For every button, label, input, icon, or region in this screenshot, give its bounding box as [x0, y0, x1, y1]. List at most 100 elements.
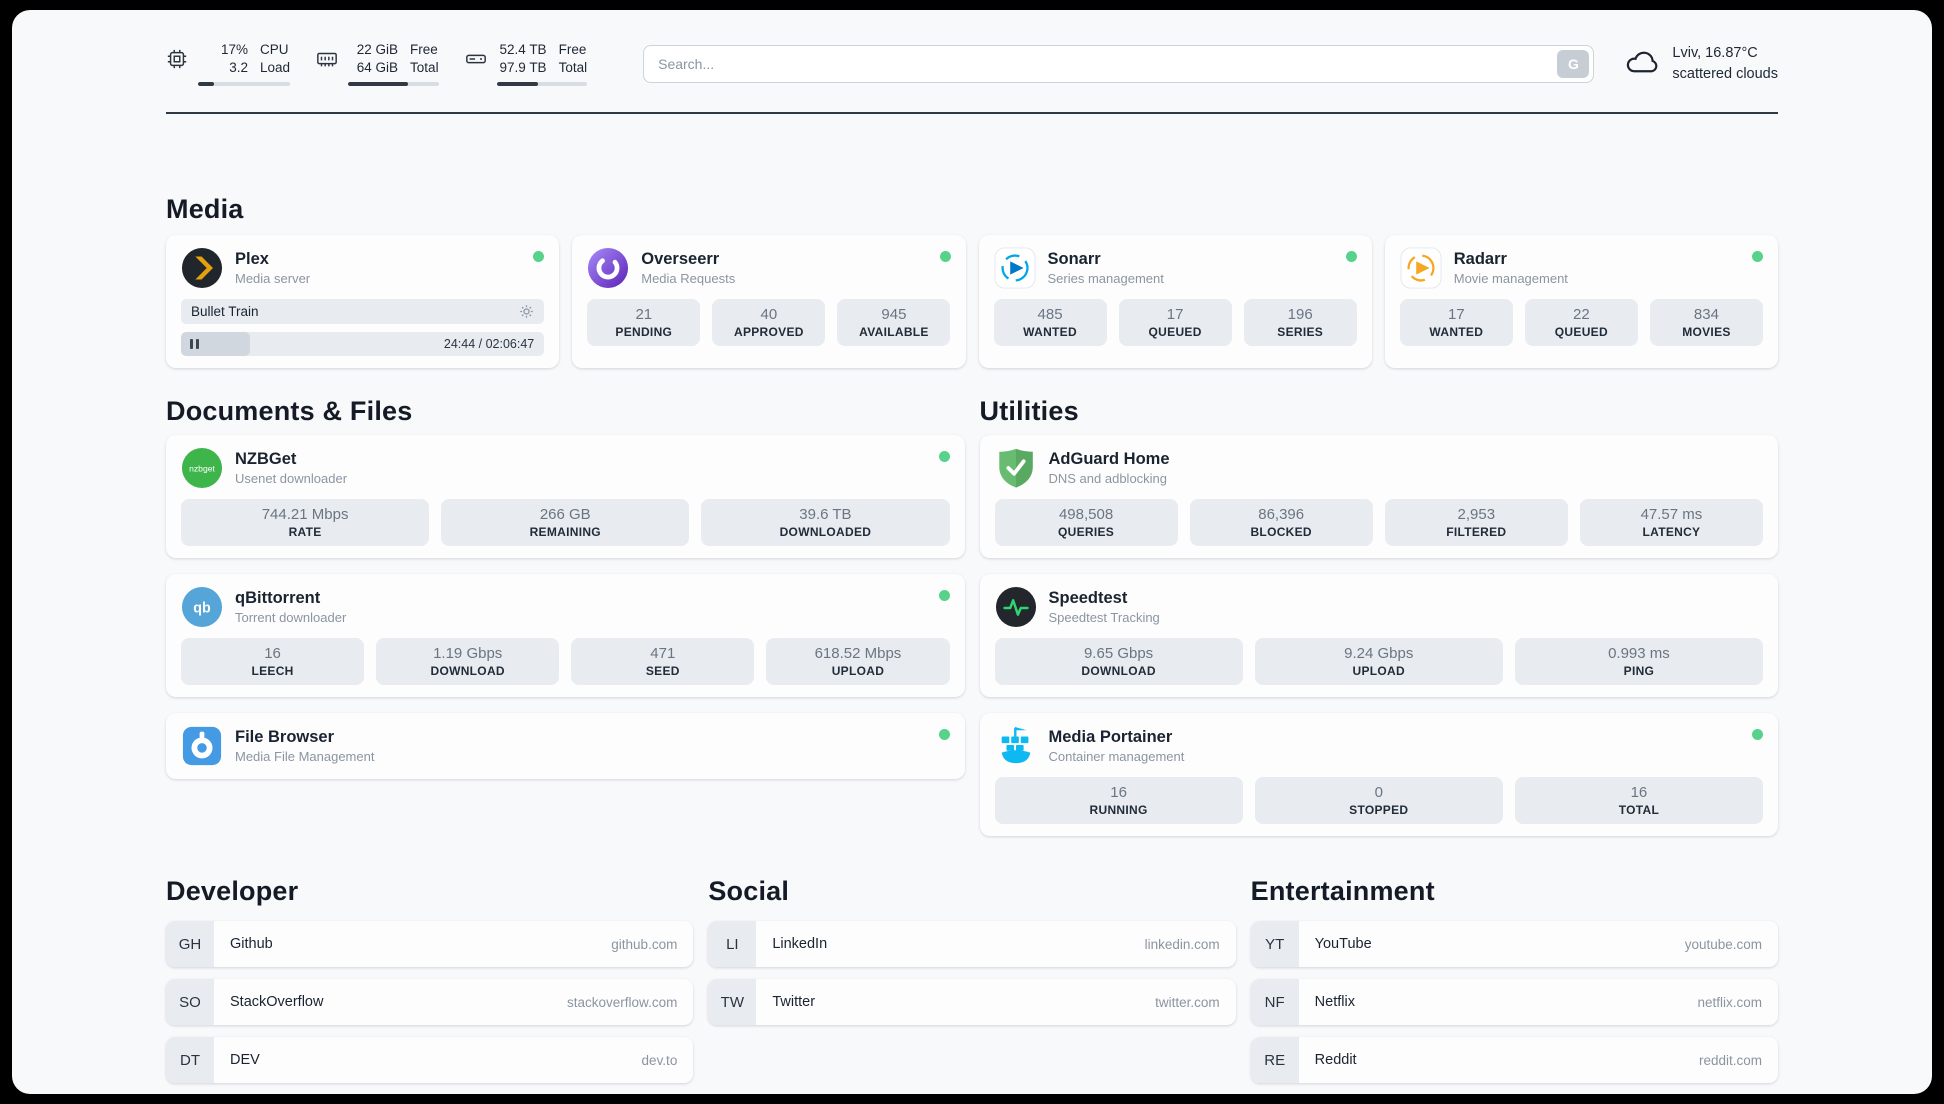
- stat-tile: 21 PENDING: [587, 299, 701, 347]
- app-card-qbittorrent[interactable]: qb qBittorrent Torrent downloader 16: [166, 574, 965, 698]
- bookmark-reddit[interactable]: RE Reddit reddit.com: [1250, 1037, 1778, 1084]
- dashboard-panel: 17% 3.2 CPU Load: [12, 10, 1932, 1094]
- stat-label: DOWNLOAD: [1081, 664, 1156, 679]
- bookmark-github[interactable]: GH Github github.com: [166, 921, 694, 968]
- stat-tile: 9.65 Gbps DOWNLOAD: [994, 638, 1243, 686]
- stat-tile: 266 GB REMAINING: [441, 499, 690, 547]
- app-card-nzbget[interactable]: nzbget NZBGet Usenet downloader 744.21 M…: [166, 435, 965, 559]
- stat-label: WANTED: [1023, 325, 1077, 340]
- app-subtitle: Usenet downloader: [235, 471, 348, 487]
- cpu-icon: [166, 48, 188, 75]
- bookmark-abbr: YT: [1250, 921, 1299, 968]
- sonarr-icon: [993, 247, 1036, 289]
- stat-label: DOWNLOAD: [430, 664, 505, 679]
- app-card-radarr[interactable]: Radarr Movie management 17 WANTED 22 QUE…: [1384, 235, 1778, 369]
- stat-label: PENDING: [615, 325, 673, 340]
- bookmark-url: github.com: [611, 936, 678, 952]
- stat-label: DOWNLOADED: [779, 525, 872, 540]
- app-name: File Browser: [235, 728, 335, 747]
- stat-label: LATENCY: [1642, 525, 1701, 540]
- stat-tile: 834 MOVIES: [1649, 299, 1763, 347]
- bookmark-stackoverflow[interactable]: SO StackOverflow stackoverflow.com: [166, 979, 694, 1026]
- stat-value: 86,396: [1258, 506, 1305, 524]
- now-playing-title: Bullet Train: [191, 304, 259, 320]
- stat-value: 2,953: [1457, 506, 1496, 524]
- cloud-icon: [1624, 46, 1662, 81]
- stat-tile: 40 APPROVED: [712, 299, 826, 347]
- app-card-overseerr[interactable]: Overseerr Media Requests 21 PENDING 40 A…: [572, 235, 966, 369]
- stat-tile: 0 STOPPED: [1254, 777, 1503, 825]
- app-name: Plex: [235, 250, 269, 269]
- section-title-utilities: Utilities: [979, 396, 1079, 427]
- bookmark-twitter[interactable]: TW Twitter twitter.com: [708, 979, 1236, 1026]
- top-bar: 17% 3.2 CPU Load: [166, 41, 1778, 87]
- speedtest-icon: [995, 586, 1037, 628]
- stat-tile: 485 WANTED: [993, 299, 1107, 347]
- player-time: 24:44 / 02:06:47: [443, 337, 535, 352]
- ram-label-top: Free: [410, 42, 438, 57]
- disk-label-bottom: Total: [558, 60, 588, 76]
- bookmark-name: Twitter: [772, 994, 816, 1011]
- plex-icon: [181, 247, 223, 289]
- gear-icon[interactable]: [519, 304, 534, 319]
- bookmark-abbr: SO: [166, 979, 214, 1026]
- bookmark-url: stackoverflow.com: [567, 994, 678, 1010]
- bookmark-abbr: LI: [708, 921, 757, 968]
- stat-tile: 9.24 Gbps UPLOAD: [1254, 638, 1503, 686]
- app-subtitle: DNS and adblocking: [1048, 471, 1168, 487]
- stat-label: TOTAL: [1618, 803, 1660, 818]
- bookmark-url: dev.to: [641, 1052, 678, 1068]
- bookmark-dev[interactable]: DT DEV dev.to: [166, 1037, 694, 1084]
- stat-tile: 498,508 QUERIES: [994, 499, 1178, 547]
- cpu-usage-bar: [198, 82, 291, 87]
- stat-tile: 945 AVAILABLE: [837, 299, 951, 347]
- app-card-portainer[interactable]: Media Portainer Container management 16 …: [979, 713, 1778, 837]
- app-card-speedtest[interactable]: Speedtest Speedtest Tracking 9.65 Gbps D…: [979, 574, 1778, 698]
- stat-value: 17: [1447, 306, 1465, 324]
- app-name: AdGuard Home: [1048, 450, 1170, 469]
- disk-widget: 52.4 TB 97.9 TB Free Total: [465, 41, 588, 87]
- app-card-filebrowser[interactable]: File Browser Media File Management: [166, 713, 965, 780]
- bookmark-netflix[interactable]: NF Netflix netflix.com: [1250, 979, 1778, 1026]
- disk-usage-bar-fill: [496, 82, 539, 87]
- stat-label: STOPPED: [1349, 803, 1409, 818]
- weather-location: Lviv, 16.87°C: [1672, 44, 1758, 61]
- svg-text:qb: qb: [193, 601, 211, 617]
- search-engine-button[interactable]: G: [1557, 49, 1590, 78]
- search-input[interactable]: [643, 44, 1595, 83]
- stat-value: 21: [635, 306, 653, 324]
- status-dot: [1752, 251, 1763, 263]
- section-documents: Documents & Files nzbget NZBGet Usenet d…: [166, 396, 965, 836]
- stat-value: 0: [1374, 784, 1383, 802]
- stat-tile: 0.993 ms PING: [1514, 638, 1764, 686]
- app-subtitle: Speedtest Tracking: [1048, 610, 1160, 626]
- pause-icon[interactable]: [190, 339, 199, 350]
- stat-tile: 744.21 Mbps RATE: [181, 499, 430, 547]
- weather-widget: Lviv, 16.87°C scattered clouds: [1624, 43, 1778, 85]
- stat-label: FILTERED: [1446, 525, 1507, 540]
- app-card-plex[interactable]: Plex Media server Bullet Train: [166, 235, 560, 369]
- bookmark-url: reddit.com: [1698, 1052, 1762, 1068]
- ram-usage-bar-fill: [348, 82, 408, 87]
- stat-value: 498,508: [1058, 506, 1114, 524]
- bookmark-name: YouTube: [1314, 936, 1372, 953]
- section-title-developer: Developer: [166, 876, 299, 907]
- disk-total-value: 97.9 TB: [499, 60, 547, 76]
- cpu-usage-bar-fill: [198, 82, 214, 87]
- bookmark-abbr: GH: [166, 921, 214, 968]
- app-card-adguard[interactable]: AdGuard Home DNS and adblocking 498,508 …: [979, 435, 1778, 559]
- status-dot: [938, 451, 950, 463]
- filebrowser-icon: [181, 725, 223, 767]
- bookmark-name: Netflix: [1314, 994, 1355, 1011]
- section-developer: Developer GH Github github.com SO StackO…: [166, 876, 694, 1084]
- stat-value: 945: [881, 306, 907, 324]
- bookmark-youtube[interactable]: YT YouTube youtube.com: [1250, 921, 1778, 968]
- app-subtitle: Torrent downloader: [235, 610, 347, 626]
- app-name: Radarr: [1453, 250, 1507, 269]
- app-card-sonarr[interactable]: Sonarr Series management 485 WANTED 17 Q…: [978, 235, 1372, 369]
- player-seekbar[interactable]: 24:44 / 02:06:47: [181, 332, 545, 357]
- bookmark-linkedin[interactable]: LI LinkedIn linkedin.com: [708, 921, 1236, 968]
- player-progress-fill: [181, 332, 251, 357]
- bookmark-name: StackOverflow: [230, 994, 324, 1011]
- cpu-widget: 17% 3.2 CPU Load: [166, 41, 291, 87]
